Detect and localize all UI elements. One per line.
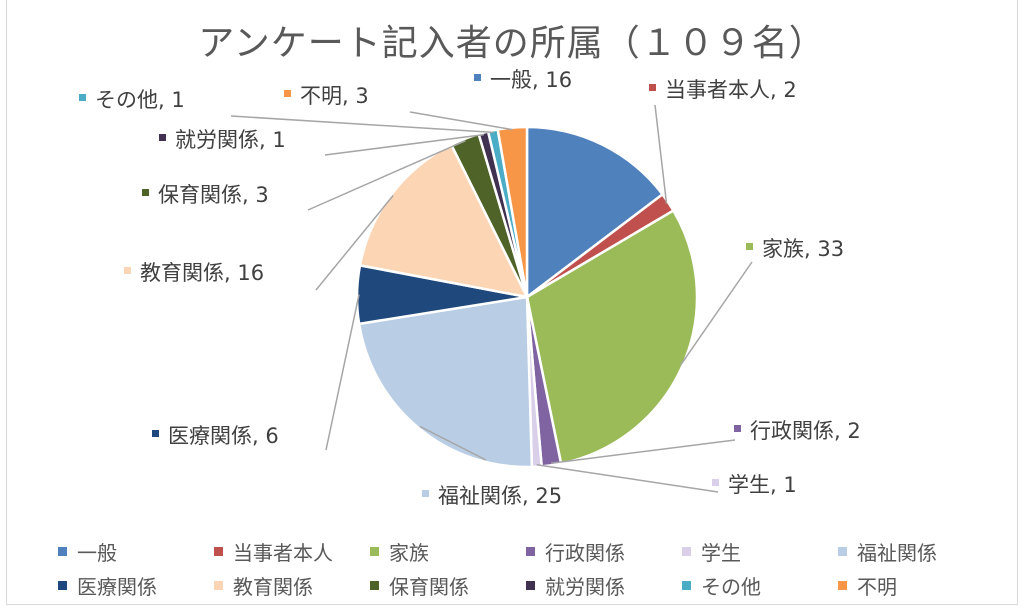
chart-title: アンケート記入者の所属（１０９名） [198, 23, 826, 64]
leader-line [315, 195, 394, 291]
legend-label: 学生 [701, 540, 741, 565]
leader-line [654, 104, 668, 204]
legend-item: 医療関係 [58, 572, 214, 599]
legend-label: 一般 [77, 540, 117, 565]
data-label: その他, 1 [95, 88, 185, 112]
leader-line [679, 261, 753, 366]
legend-swatch [214, 580, 223, 590]
leader-line [551, 439, 736, 465]
data-label: 一般, 16 [490, 68, 572, 92]
data-label: 家族, 33 [762, 237, 844, 261]
legend-swatch [526, 580, 535, 590]
legend-swatch [214, 546, 223, 556]
legend-item: 教育関係 [214, 572, 370, 599]
legend-item: 当事者本人 [214, 538, 370, 565]
data-label-marker [422, 490, 429, 497]
leader-line [324, 133, 485, 156]
data-label: 就労関係, 1 [175, 128, 286, 152]
legend-item: 保育関係 [370, 572, 526, 599]
leader-line [307, 139, 466, 211]
legend-swatch [682, 546, 691, 556]
data-label: 不明, 3 [300, 84, 369, 108]
legend-swatch [838, 546, 847, 556]
data-label: 行政関係, 2 [750, 419, 861, 443]
legend-swatch [58, 546, 67, 556]
data-label-marker [124, 267, 131, 274]
data-label-marker [284, 90, 291, 97]
data-label: 学生, 1 [728, 473, 797, 497]
legend-item: 家族 [370, 538, 526, 565]
pie-slice [525, 208, 699, 466]
legend-item: 不明 [838, 572, 994, 599]
legend-label: 不明 [857, 574, 897, 599]
pie-slice [525, 125, 665, 300]
chart-frame [6, 0, 1018, 605]
legend-swatch [682, 580, 691, 590]
legend-label: 教育関係 [233, 574, 313, 599]
leader-line [536, 463, 719, 493]
pie-slice [357, 295, 534, 469]
legend-label: 福祉関係 [857, 540, 937, 565]
legend-label: その他 [701, 574, 761, 599]
data-label-marker [712, 479, 719, 486]
leader-line [409, 111, 513, 131]
data-label-marker [142, 189, 149, 196]
data-label-marker [734, 425, 741, 432]
legend-label: 医療関係 [77, 574, 157, 599]
legend-label: 就労関係 [545, 574, 625, 599]
data-label: 教育関係, 16 [140, 261, 264, 285]
legend-swatch [58, 580, 67, 590]
legend-item: その他 [682, 572, 838, 599]
pie-slice [358, 143, 530, 299]
legend-swatch [526, 546, 535, 556]
legend-swatch [370, 546, 379, 556]
data-label-marker [649, 84, 656, 91]
data-label: 福祉関係, 25 [438, 484, 562, 508]
legend-label: 当事者本人 [233, 540, 333, 565]
legend-swatch [370, 580, 379, 590]
chart-legend: 一般 当事者本人 家族 行政関係 学生 福祉関係医療関係 教育関係 保育関係 就労関係 その他 不明 [58, 538, 998, 599]
data-label-marker [152, 430, 159, 437]
legend-item: 学生 [682, 538, 838, 565]
legend-item: 行政関係 [526, 538, 682, 565]
data-label: 当事者本人, 2 [665, 78, 797, 102]
data-label-marker [159, 134, 166, 141]
data-label-marker [474, 74, 481, 81]
leader-line [325, 294, 360, 451]
legend-item: 福祉関係 [838, 538, 994, 565]
legend-swatch [838, 580, 847, 590]
legend-item: 一般 [58, 538, 214, 565]
leader-line [419, 425, 487, 461]
legend-label: 保育関係 [389, 574, 469, 599]
legend-label: 行政関係 [545, 540, 625, 565]
data-label-marker [746, 243, 753, 250]
legend-item: 就労関係 [526, 572, 682, 599]
pie-slice [496, 125, 529, 298]
data-label: 保育関係, 3 [158, 183, 269, 207]
pie-plot: 一般, 16 当事者本人, 2 家族, 33 行政関係, 2 学生, 1 福祉関係, 25… [79, 68, 861, 508]
legend-label: 家族 [389, 540, 429, 565]
data-label: 医療関係, 6 [168, 424, 279, 448]
data-label-marker [79, 94, 86, 101]
leader-line [230, 115, 494, 134]
